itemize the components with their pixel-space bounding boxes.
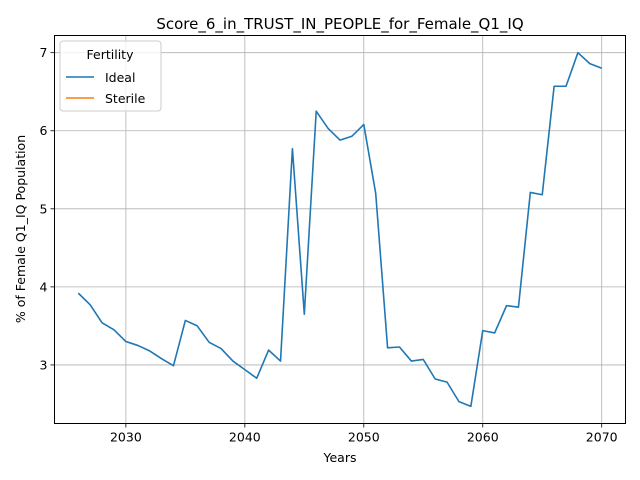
x-tick-label: 2060	[467, 430, 499, 445]
y-tick-label: 5	[40, 201, 48, 216]
y-axis: 3 4 5 6 7	[40, 45, 55, 372]
legend-label-ideal: Ideal	[105, 70, 135, 85]
y-tick-label: 4	[40, 279, 48, 294]
y-tick-label: 6	[40, 123, 48, 138]
legend-label-sterile: Sterile	[105, 91, 146, 106]
series-layer	[77, 51, 603, 408]
x-axis-label: Years	[323, 450, 357, 465]
x-tick-label: 2050	[348, 430, 380, 445]
legend-title: Fertility	[87, 47, 135, 62]
y-tick-label: 7	[40, 45, 48, 60]
plot-frame	[54, 35, 626, 424]
y-tick-label: 3	[40, 357, 48, 372]
x-tick-label: 2030	[110, 430, 142, 445]
x-tick-label: 2040	[229, 430, 261, 445]
series-line-ideal	[77, 51, 603, 408]
x-tick-label: 2070	[586, 430, 618, 445]
chart-title: Score_6_in_TRUST_IN_PEOPLE_for_Female_Q1…	[156, 15, 523, 34]
y-axis-label: % of Female Q1_IQ Population	[13, 135, 28, 323]
legend: Fertility Ideal Sterile	[59, 40, 162, 112]
grid-lines	[54, 35, 626, 424]
legend-box	[59, 40, 162, 112]
x-axis: 2030 2040 2050 2060 2070	[110, 423, 618, 445]
